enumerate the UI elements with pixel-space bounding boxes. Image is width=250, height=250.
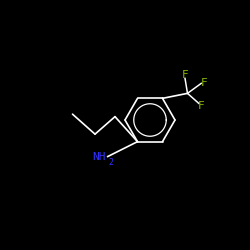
Text: F: F (198, 101, 204, 111)
Text: F: F (200, 78, 207, 88)
Text: F: F (182, 70, 188, 80)
Text: NH: NH (93, 152, 106, 162)
Text: 2: 2 (109, 158, 114, 168)
